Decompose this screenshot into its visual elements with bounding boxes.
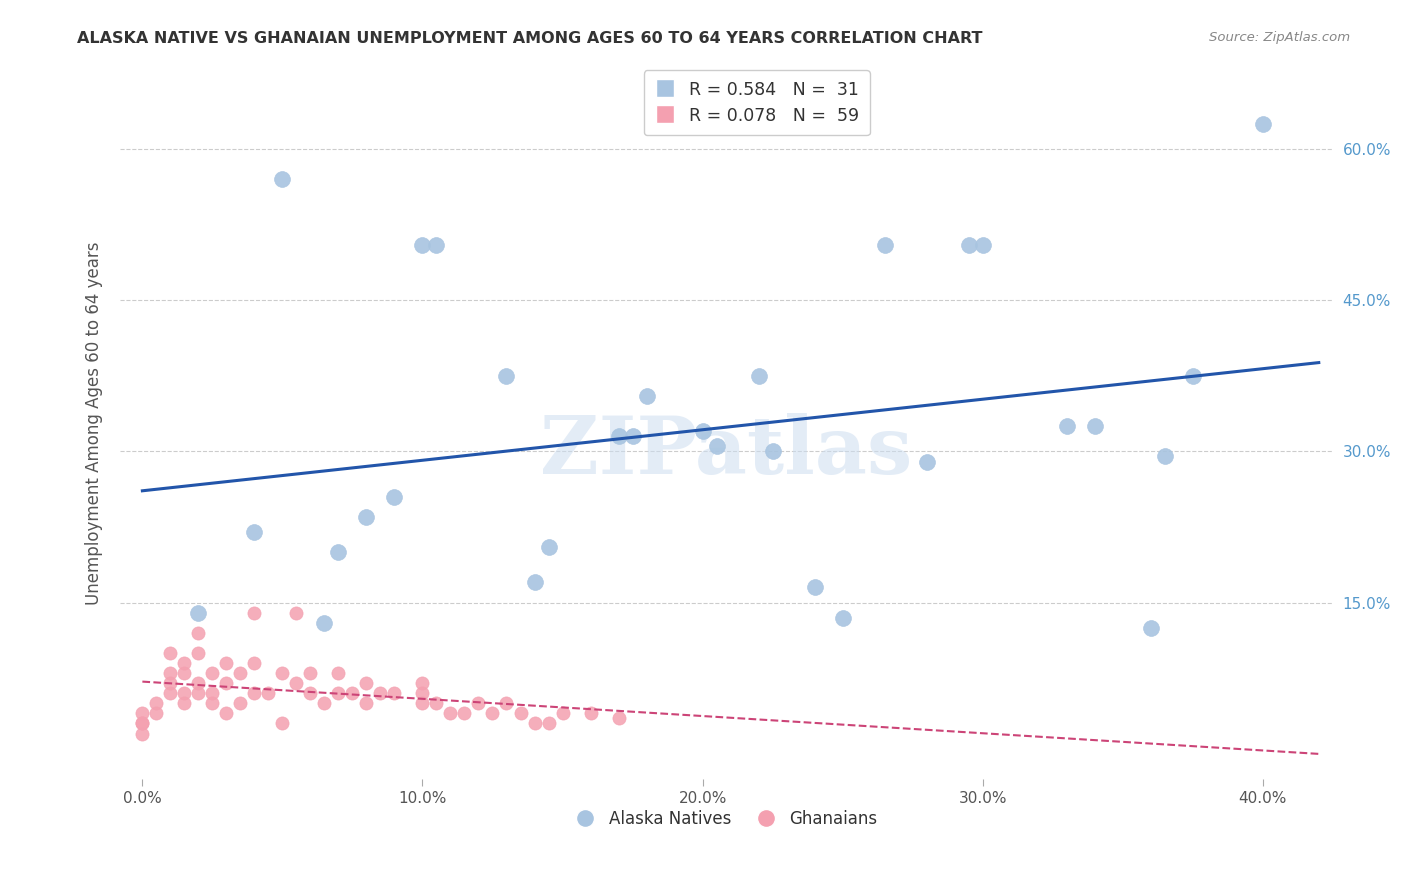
Point [328, 666, 350, 681]
Point [215, 656, 238, 670]
Legend: Alaska Natives, Ghanaians: Alaska Natives, Ghanaians [568, 803, 884, 835]
Point [271, 172, 294, 186]
Point [229, 666, 252, 681]
Text: ALASKA NATIVE VS GHANAIAN UNEMPLOYMENT AMONG AGES 60 TO 64 YEARS CORRELATION CHA: ALASKA NATIVE VS GHANAIAN UNEMPLOYMENT A… [77, 31, 983, 46]
Point [453, 706, 475, 721]
Point [607, 429, 630, 443]
Point [495, 697, 517, 711]
Point [551, 706, 574, 721]
Point [425, 238, 447, 252]
Point [271, 666, 294, 681]
Point [621, 429, 644, 443]
Point [187, 625, 209, 640]
Point [131, 726, 153, 740]
Point [523, 716, 546, 731]
Point [215, 706, 238, 721]
Point [159, 676, 181, 690]
Point [370, 686, 392, 700]
Point [356, 510, 378, 524]
Point [342, 686, 364, 700]
Point [328, 686, 350, 700]
Point [145, 697, 167, 711]
Point [537, 716, 560, 731]
Point [173, 686, 195, 700]
Point [314, 697, 336, 711]
Point [1181, 368, 1204, 383]
Point [537, 540, 560, 554]
Point [201, 697, 224, 711]
Text: ZIPatlas: ZIPatlas [540, 413, 912, 491]
Point [285, 606, 308, 620]
Point [187, 686, 209, 700]
Point [495, 368, 517, 383]
Point [467, 697, 489, 711]
Point [509, 706, 531, 721]
Point [243, 656, 266, 670]
Point [159, 646, 181, 660]
Point [285, 676, 308, 690]
Point [299, 686, 322, 700]
Point [803, 581, 825, 595]
Point [131, 716, 153, 731]
Point [1056, 419, 1078, 434]
Point [915, 454, 938, 468]
Point [201, 666, 224, 681]
Point [159, 686, 181, 700]
Point [243, 686, 266, 700]
Point [1139, 621, 1161, 635]
Point [314, 615, 336, 630]
Point [173, 666, 195, 681]
Point [215, 676, 238, 690]
Point [972, 238, 994, 252]
Point [328, 545, 350, 559]
Point [411, 697, 433, 711]
Point [201, 686, 224, 700]
Point [257, 686, 280, 700]
Point [873, 238, 896, 252]
Point [229, 697, 252, 711]
Text: Source: ZipAtlas.com: Source: ZipAtlas.com [1209, 31, 1350, 45]
Point [243, 524, 266, 539]
Point [1084, 419, 1107, 434]
Point [173, 697, 195, 711]
Point [187, 606, 209, 620]
Point [831, 610, 853, 624]
Point [173, 656, 195, 670]
Point [957, 238, 980, 252]
Point [187, 676, 209, 690]
Point [411, 238, 433, 252]
Point [356, 676, 378, 690]
Point [384, 686, 406, 700]
Point [1251, 117, 1274, 131]
Point [145, 706, 167, 721]
Point [439, 706, 461, 721]
Point [607, 711, 630, 725]
Point [636, 389, 658, 403]
Point [748, 368, 770, 383]
Point [761, 444, 783, 458]
Point [159, 666, 181, 681]
Point [131, 716, 153, 731]
Point [425, 697, 447, 711]
Y-axis label: Unemployment Among Ages 60 to 64 years: Unemployment Among Ages 60 to 64 years [86, 242, 103, 606]
Point [692, 424, 714, 438]
Point [1153, 450, 1175, 464]
Point [187, 646, 209, 660]
Point [131, 706, 153, 721]
Point [523, 575, 546, 590]
Point [384, 490, 406, 504]
Point [411, 686, 433, 700]
Point [481, 706, 503, 721]
Point [271, 716, 294, 731]
Point [579, 706, 602, 721]
Point [411, 676, 433, 690]
Point [356, 697, 378, 711]
Point [243, 606, 266, 620]
Point [299, 666, 322, 681]
Point [706, 439, 728, 453]
